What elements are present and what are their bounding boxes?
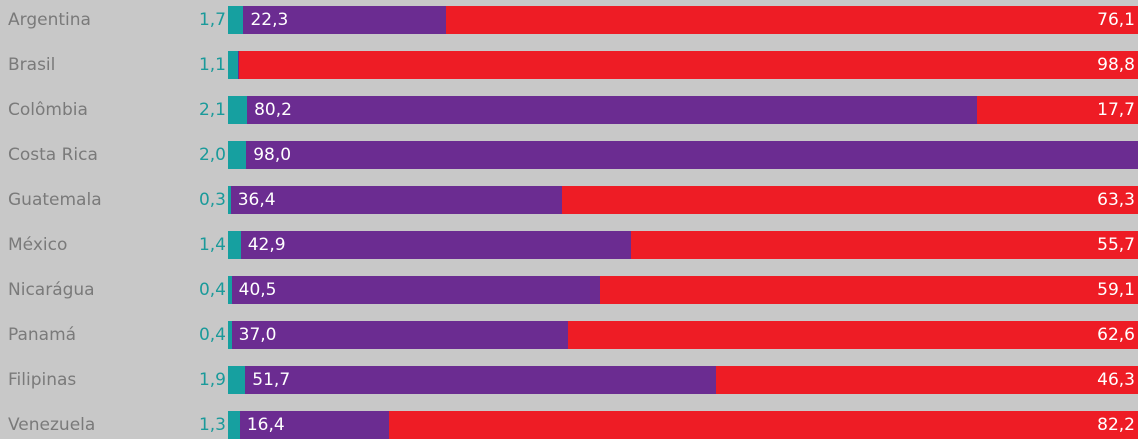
series1-value-label: 1,3 [198,415,226,435]
bar-segment-series-3 [389,411,1138,439]
category-label: Filipinas [8,370,77,390]
bar-value-label: 82,2 [1097,415,1135,435]
bar-row: Costa Rica 2,0 98,0 [0,141,1138,169]
series1-value-label: 1,7 [198,10,226,30]
bar-segment-series-3 [238,51,1138,79]
bar-row: Colômbia 2,1 80,2 17,7 [0,96,1138,124]
bar-segment-series-2 [231,321,569,349]
bar-row: Nicarágua 0,4 40,5 59,1 [0,276,1138,304]
series1-value-label: 0,4 [198,325,226,345]
bar-segment-series-2 [243,6,447,34]
series1-value-label: 1,4 [198,235,226,255]
bar-value-label: 42,9 [247,235,286,255]
series1-value-label: 2,0 [198,145,226,165]
bar-value-label: 51,7 [252,370,291,390]
series1-value-label: 1,1 [198,55,226,75]
category-label: Costa Rica [8,145,98,165]
bar-segment-series-2 [240,231,632,259]
bar-segment-series-3 [568,321,1138,349]
bar-row: Venezuela 1,3 16,4 82,2 [0,411,1138,439]
bar-segment-series-3 [631,231,1138,259]
bar-value-label: 17,7 [1097,100,1135,120]
bar-segment-series-2 [246,141,1138,169]
category-label: Panamá [8,325,77,345]
bar-row: México 1,4 42,9 55,7 [0,231,1138,259]
bar-value-label: 46,3 [1097,370,1135,390]
bar-segment-series-2 [247,96,977,124]
bar-row: Guatemala 0,3 36,4 63,3 [0,186,1138,214]
bar-segment-series-3 [976,96,1138,124]
bar-segment-series-1 [228,96,248,124]
bar-segment-series-2 [245,366,717,394]
bar-segment-series-1 [228,141,247,169]
bar-segment-series-1 [228,51,238,79]
bar-row: Argentina 1,7 22,3 76,1 [0,6,1138,34]
bar-segment-series-2 [239,411,390,439]
bar-segment-series-2 [231,276,601,304]
bar-segment-series-1 [228,276,232,304]
bar-value-label: 98,0 [253,145,292,165]
series1-value-label: 2,1 [198,100,226,120]
category-label: Venezuela [8,415,96,435]
series1-value-label: 0,4 [198,280,226,300]
bar-value-label: 55,7 [1097,235,1135,255]
category-label: Argentina [8,10,91,30]
bar-row: Filipinas 1,9 51,7 46,3 [0,366,1138,394]
bar-value-label: 62,6 [1097,325,1135,345]
bar-value-label: 98,8 [1097,55,1135,75]
series1-value-label: 1,9 [198,370,226,390]
bar-segment-series-2 [230,186,562,214]
bar-segment-series-3 [446,6,1138,34]
bar-segment-series-3 [600,276,1138,304]
bar-segment-series-1 [228,411,240,439]
bar-value-label: 22,3 [250,10,289,30]
bar-value-label: 80,2 [254,100,292,120]
bar-segment-series-1 [228,366,246,394]
bar-value-label: 16,4 [246,415,285,435]
bar-segment-series-2 [238,51,239,79]
bar-segment-series-1 [228,6,244,34]
bar-value-label: 76,1 [1097,10,1135,30]
bar-value-label: 40,5 [238,280,277,300]
bar-value-label: 59,1 [1097,280,1135,300]
series1-value-label: 0,3 [198,190,226,210]
bar-segment-series-1 [228,186,231,214]
bar-value-label: 37,0 [238,325,277,345]
bar-segment-series-1 [228,321,232,349]
category-label: Brasil [8,55,56,75]
category-label: Nicarágua [8,280,95,300]
bar-segment-series-1 [228,231,241,259]
category-label: México [8,235,68,255]
bar-segment-series-3 [561,186,1138,214]
bar-row: Panamá 0,4 37,0 62,6 [0,321,1138,349]
bar-segment-series-3 [716,366,1138,394]
bar-value-label: 36,4 [237,190,276,210]
category-label: Guatemala [8,190,102,210]
bar-value-label: 63,3 [1097,190,1135,210]
category-label: Colômbia [8,100,88,120]
